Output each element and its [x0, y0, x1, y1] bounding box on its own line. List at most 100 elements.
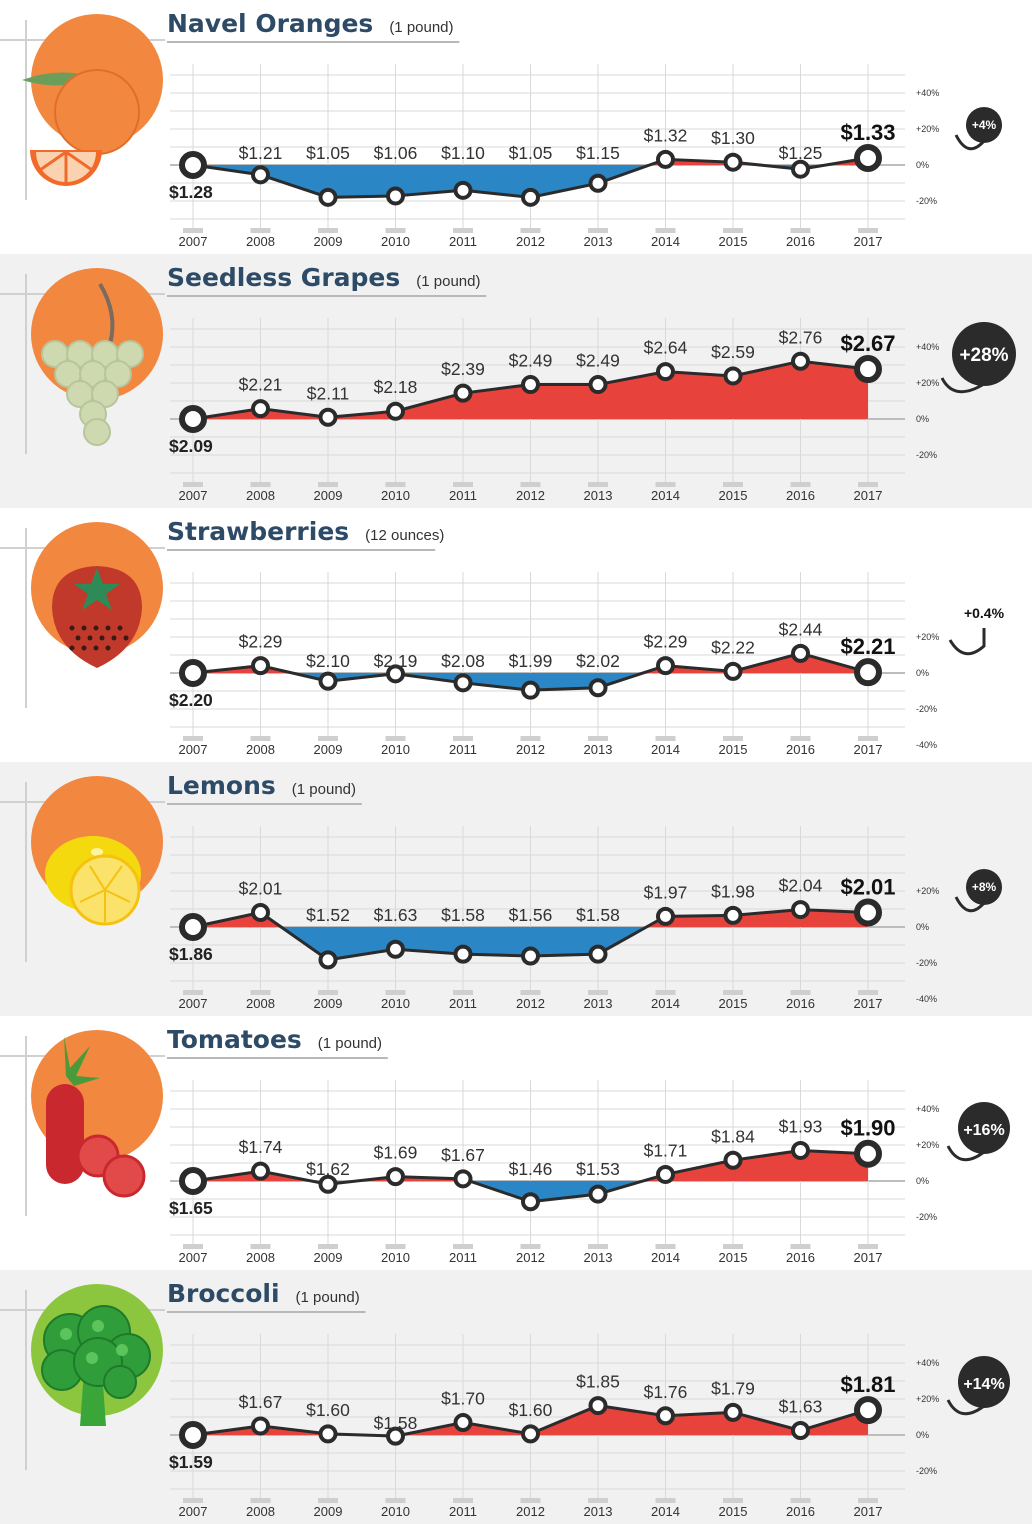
chart-title: Navel Oranges — [167, 9, 373, 38]
year-tick — [588, 1244, 608, 1249]
chart-unit: (1 pound) — [292, 781, 356, 798]
area-segment — [665, 1160, 733, 1181]
year-label: 2008 — [246, 1250, 275, 1265]
chart-title: Lemons — [167, 771, 276, 800]
value-label: $2.59 — [711, 342, 755, 362]
data-point — [521, 375, 540, 395]
percent-tick-label: +20% — [916, 632, 939, 642]
year-tick — [723, 1498, 743, 1503]
change-label: +16% — [963, 1122, 1004, 1139]
data-point — [854, 143, 882, 172]
area-segment — [395, 165, 463, 196]
year-label: 2012 — [516, 1504, 545, 1519]
year-label: 2011 — [449, 234, 477, 249]
value-label: $1.79 — [711, 1378, 755, 1398]
year-label: 2008 — [246, 1504, 275, 1519]
year-label: 2017 — [854, 1250, 883, 1265]
year-label: 2017 — [854, 234, 883, 249]
change-label: +4% — [972, 118, 997, 132]
area-segment — [193, 665, 261, 673]
year-tick — [723, 990, 743, 995]
year-label: 2013 — [584, 1250, 613, 1265]
data-point — [521, 1424, 540, 1444]
value-label: $1.32 — [644, 125, 688, 145]
year-tick — [655, 1244, 676, 1249]
percent-tick-label: 0% — [916, 1176, 929, 1186]
percent-tick-label: +40% — [916, 342, 939, 352]
data-point — [318, 671, 338, 691]
value-label: $2.18 — [374, 377, 418, 397]
change-indicator: +28% — [940, 322, 1016, 394]
year-tick — [723, 228, 743, 233]
data-point — [179, 1421, 207, 1449]
year-label: 2015 — [719, 742, 748, 757]
area-segment — [530, 673, 598, 691]
value-label: $2.22 — [711, 637, 755, 657]
year-tick — [858, 482, 878, 487]
seed-dot — [93, 645, 99, 651]
area-segment — [800, 361, 868, 419]
year-tick — [520, 228, 541, 233]
area-segment — [598, 1405, 666, 1435]
change-bubble — [958, 1102, 1010, 1154]
broccoli-icon — [31, 1284, 163, 1426]
data-point — [386, 664, 405, 684]
year-tick — [588, 990, 608, 995]
year-tick — [588, 228, 608, 233]
bubble-tail — [954, 134, 986, 151]
data-point — [521, 187, 540, 207]
year-label: 2015 — [719, 234, 748, 249]
year-label: 2009 — [314, 1504, 343, 1519]
year-tick — [183, 990, 203, 995]
grapes-icon — [31, 268, 163, 446]
value-label: $1.70 — [441, 1389, 485, 1409]
year-label: 2007 — [179, 742, 208, 757]
percent-tick-label: +20% — [916, 124, 939, 134]
data-point — [854, 658, 882, 687]
area-segment — [665, 1412, 733, 1435]
data-point — [656, 906, 675, 926]
value-label: $2.19 — [374, 651, 418, 671]
data-point — [318, 407, 338, 427]
change-label: +0.4% — [964, 605, 1005, 621]
data-point — [251, 902, 270, 922]
change-indicator: +16% — [946, 1102, 1010, 1162]
value-label: $1.67 — [239, 1392, 283, 1412]
data-point — [318, 950, 338, 970]
area-segment — [530, 165, 598, 198]
data-point — [588, 678, 608, 698]
data-point — [179, 405, 207, 433]
year-label: 2016 — [786, 742, 815, 757]
area-segment — [530, 1181, 598, 1202]
value-label: $1.25 — [779, 143, 823, 163]
value-label: $1.86 — [169, 944, 213, 964]
data-point — [453, 1169, 473, 1189]
value-label: $1.58 — [374, 1413, 418, 1433]
area-segment — [665, 915, 733, 927]
percent-tick-label: -20% — [916, 1466, 937, 1476]
year-tick — [858, 1244, 878, 1249]
change-indicator: +4% — [954, 107, 1002, 151]
bubble-tail — [946, 1399, 985, 1416]
seed-dot — [81, 645, 87, 651]
bubble-tail — [954, 896, 986, 913]
year-tick — [790, 990, 811, 995]
data-point — [453, 180, 473, 200]
percent-tick-label: +40% — [916, 1104, 939, 1114]
data-point — [453, 383, 473, 403]
year-tick — [453, 1498, 473, 1503]
year-label: 2012 — [516, 234, 545, 249]
value-label: $1.58 — [576, 905, 620, 925]
data-point — [251, 1416, 270, 1436]
data-point — [723, 152, 743, 172]
floret-highlight — [92, 1320, 104, 1332]
strawberry-leaf — [74, 568, 120, 610]
seed-dot — [99, 635, 105, 641]
chart-unit: (1 pound) — [296, 1289, 360, 1306]
value-label: $2.21 — [239, 375, 283, 395]
year-tick — [723, 482, 743, 487]
bubble-tail — [948, 628, 986, 656]
year-tick — [858, 1498, 878, 1503]
data-point — [521, 1192, 540, 1212]
year-tick — [790, 736, 811, 741]
